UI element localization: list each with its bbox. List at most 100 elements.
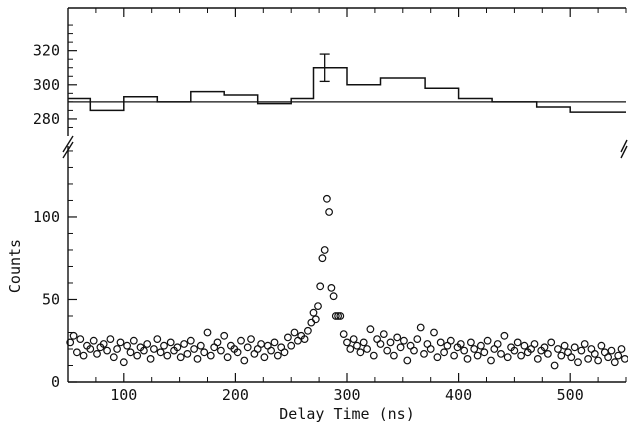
data-point — [363, 345, 372, 353]
data-point — [456, 340, 465, 348]
x-tick-label: 300 — [333, 386, 360, 404]
data-point — [309, 308, 318, 317]
x-tick-label: 500 — [557, 386, 584, 404]
data-point — [513, 338, 522, 347]
data-point — [369, 351, 378, 360]
break-mark-left-2 — [62, 141, 74, 159]
data-point — [240, 356, 249, 365]
data-point — [473, 351, 482, 360]
data-point — [343, 338, 351, 347]
data-point — [533, 355, 542, 363]
data-point — [213, 338, 222, 347]
data-point — [160, 341, 168, 350]
data-point — [247, 335, 255, 344]
data-point — [280, 348, 289, 357]
data-point — [413, 335, 422, 344]
data-point — [433, 353, 442, 362]
data-point — [376, 340, 385, 348]
data-point — [436, 338, 445, 347]
data-point — [346, 345, 355, 353]
data-point — [72, 348, 81, 357]
data-point — [66, 338, 75, 347]
data-point — [318, 254, 327, 263]
data-point — [416, 323, 425, 332]
data-point — [379, 330, 388, 339]
data-point — [109, 353, 118, 362]
data-point — [243, 343, 252, 352]
data-point — [143, 340, 152, 348]
data-point — [574, 358, 582, 367]
data-point — [446, 336, 455, 345]
data-point — [260, 353, 269, 362]
data-point — [323, 194, 331, 203]
data-point — [129, 336, 138, 345]
data-point — [196, 341, 205, 350]
data-point — [547, 338, 556, 347]
x-tick-label: 200 — [222, 386, 249, 404]
data-point — [304, 326, 312, 335]
data-point — [393, 333, 402, 342]
data-point — [420, 350, 428, 358]
data-point — [410, 346, 418, 355]
data-point — [334, 312, 343, 320]
data-point — [621, 355, 628, 363]
upper-y-tick-label: 280 — [33, 110, 60, 128]
data-point — [186, 336, 195, 345]
data-point — [93, 350, 101, 358]
data-point — [156, 348, 165, 357]
data-point — [284, 333, 292, 342]
data-point — [560, 341, 569, 350]
data-point — [89, 336, 98, 345]
data-point — [76, 335, 85, 344]
data-point — [173, 343, 182, 352]
x-axis-title: Delay Time (ns) — [279, 405, 414, 423]
data-point — [594, 356, 602, 365]
data-point — [530, 340, 539, 348]
data-point — [544, 350, 552, 358]
break-mark-left-1 — [62, 135, 74, 153]
data-point — [463, 355, 472, 363]
data-point — [383, 346, 392, 355]
data-point — [470, 345, 479, 353]
data-point — [426, 345, 435, 353]
data-point — [597, 341, 606, 350]
upper-y-tick-label: 300 — [33, 76, 60, 94]
data-point — [149, 345, 158, 353]
data-point — [233, 348, 242, 357]
data-point — [223, 353, 232, 362]
data-point — [590, 350, 599, 358]
data-point — [116, 338, 125, 347]
data-point — [617, 345, 626, 353]
data-point — [503, 353, 512, 362]
data-point — [86, 345, 95, 353]
data-point — [359, 338, 368, 347]
data-point — [113, 345, 121, 353]
data-point — [550, 361, 559, 370]
data-point — [79, 351, 88, 360]
data-point — [430, 328, 438, 337]
data-point — [336, 312, 345, 320]
plot-frame: 100 200 300 400 500 0 50 100 280 300 320 — [33, 7, 627, 404]
data-point — [386, 338, 395, 347]
data-point — [480, 348, 489, 357]
data-point — [440, 348, 449, 357]
data-point — [540, 343, 549, 352]
data-point — [331, 312, 340, 320]
data-point — [390, 351, 398, 360]
data-point — [290, 328, 299, 337]
data-point — [126, 348, 135, 357]
data-point — [567, 353, 576, 362]
y-tick-label: 0 — [51, 373, 60, 391]
data-point — [311, 315, 320, 324]
x-tick-label: 400 — [445, 386, 472, 404]
upper-step-series — [68, 66, 626, 113]
break-mark-right-2 — [620, 145, 628, 159]
data-point — [69, 331, 78, 340]
data-point — [180, 340, 189, 348]
data-point — [607, 346, 616, 355]
data-point — [166, 338, 175, 347]
data-point — [146, 355, 155, 363]
data-point — [353, 341, 361, 350]
data-point — [356, 348, 365, 357]
data-point — [584, 355, 592, 363]
